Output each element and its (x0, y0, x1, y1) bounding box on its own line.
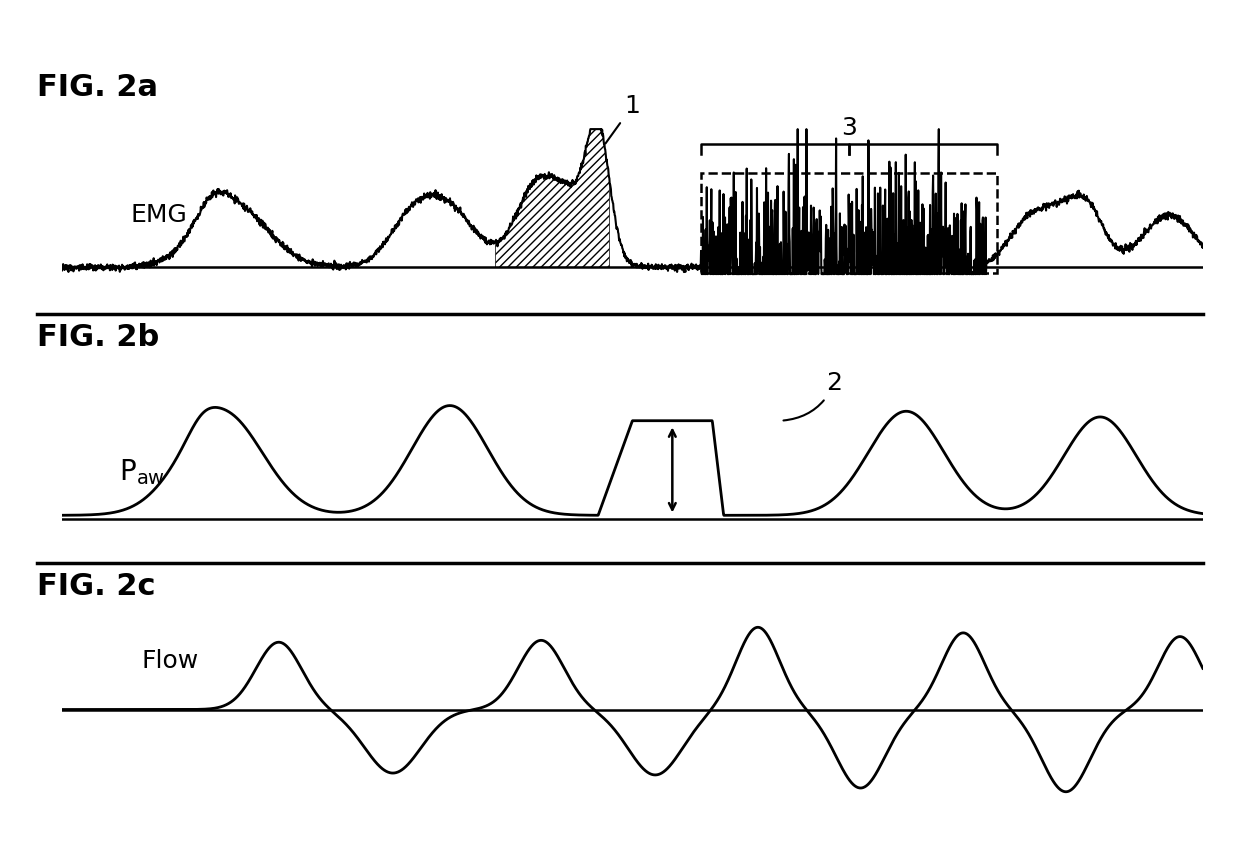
Bar (701, 174, 997, 273)
Text: 3: 3 (841, 116, 857, 140)
Text: Flow: Flow (141, 649, 200, 673)
Text: FIG. 2c: FIG. 2c (37, 572, 156, 601)
Text: EMG: EMG (130, 203, 187, 227)
Text: $\mathrm{P_{aw}}$: $\mathrm{P_{aw}}$ (119, 457, 165, 487)
Text: FIG. 2b: FIG. 2b (37, 322, 160, 352)
Text: 2: 2 (784, 372, 842, 421)
Text: FIG. 2a: FIG. 2a (37, 73, 159, 102)
Text: 1: 1 (605, 94, 640, 144)
